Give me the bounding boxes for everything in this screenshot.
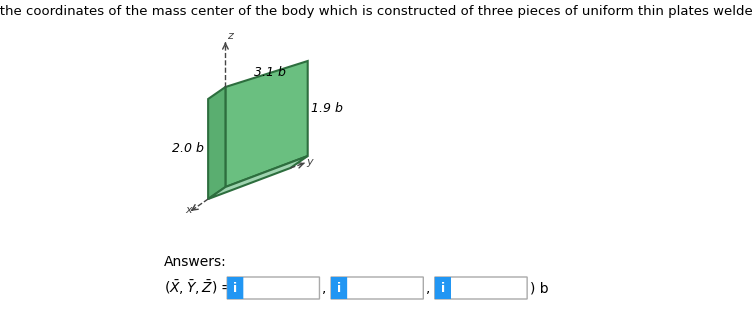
FancyBboxPatch shape xyxy=(227,277,244,299)
Text: Answers:: Answers: xyxy=(164,255,226,269)
Text: i: i xyxy=(337,281,341,294)
Polygon shape xyxy=(226,61,308,187)
Text: 3.1 b: 3.1 b xyxy=(253,66,286,79)
Text: ,: , xyxy=(426,281,431,295)
FancyBboxPatch shape xyxy=(331,277,423,299)
Text: Determine the coordinates of the mass center of the body which is constructed of: Determine the coordinates of the mass ce… xyxy=(0,5,752,18)
Text: $(\bar{X}, \bar{Y}, \bar{Z})$ = (: $(\bar{X}, \bar{Y}, \bar{Z})$ = ( xyxy=(164,279,243,297)
Text: z: z xyxy=(227,31,233,41)
FancyBboxPatch shape xyxy=(435,277,451,299)
Text: 1.9 b: 1.9 b xyxy=(311,102,342,115)
Polygon shape xyxy=(208,156,308,199)
FancyBboxPatch shape xyxy=(435,277,527,299)
FancyBboxPatch shape xyxy=(331,277,347,299)
Text: y: y xyxy=(307,157,313,167)
Polygon shape xyxy=(208,87,226,199)
FancyBboxPatch shape xyxy=(227,277,320,299)
Text: i: i xyxy=(441,281,445,294)
Text: i: i xyxy=(233,281,238,294)
Text: ) b: ) b xyxy=(530,281,549,295)
Text: x: x xyxy=(185,205,192,215)
Text: ,: , xyxy=(323,281,326,295)
Text: 2.0 b: 2.0 b xyxy=(171,143,204,155)
